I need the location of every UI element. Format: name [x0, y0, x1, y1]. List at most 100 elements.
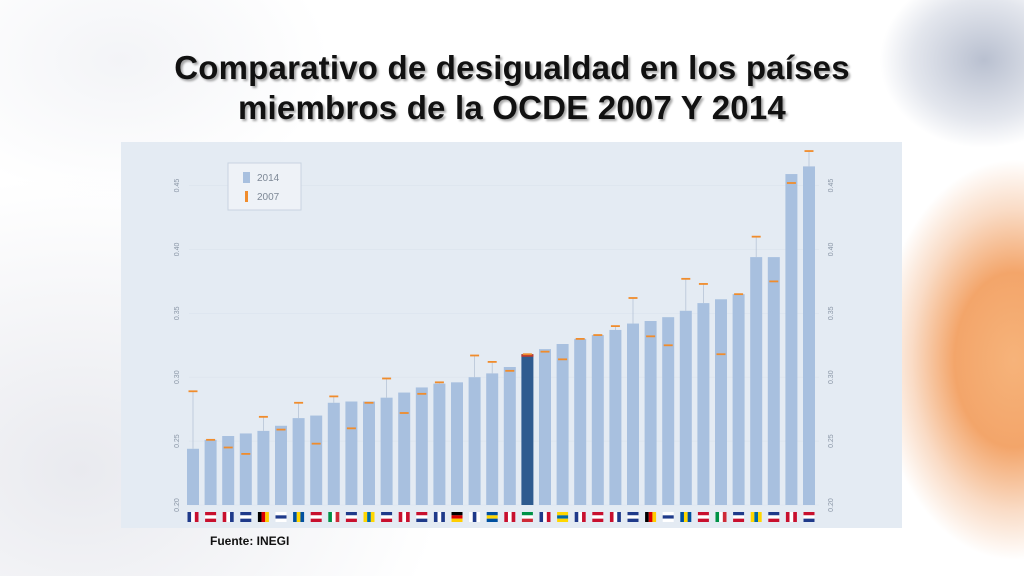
- legend: 2014 2007: [227, 162, 302, 211]
- bar-highlight-cap: [521, 354, 534, 357]
- legend-label-2014: 2014: [257, 173, 280, 184]
- y-tick-label: 0.20: [828, 498, 835, 512]
- bar-2014: [803, 166, 815, 505]
- country-flag: [785, 512, 797, 522]
- country-flag: [187, 512, 199, 522]
- bar-2014: [415, 387, 428, 505]
- source-note: Fuente: INEGI: [210, 534, 290, 548]
- country-flag: [627, 512, 639, 522]
- bar-2014: [327, 402, 340, 505]
- bar-2014: [292, 418, 305, 505]
- country-flag: [469, 512, 481, 522]
- bar-2014: [556, 344, 569, 505]
- bar-2014: [750, 257, 763, 505]
- bar-2014: [539, 349, 551, 505]
- country-flag: [433, 512, 445, 522]
- country-flags: [187, 512, 815, 522]
- bar-2014: [275, 425, 287, 505]
- country-flag: [680, 512, 692, 522]
- chart-svg: 0.20 0.25 0.30 0.35 0.40 0.45 0.20 0.25 0.30 0.3…: [174, 150, 835, 522]
- y-tick-label: 0.40: [174, 243, 181, 257]
- country-flag: [257, 512, 269, 522]
- bar-2014: [627, 323, 639, 505]
- y-tick-label: 0.35: [828, 306, 835, 320]
- y-axis-left: 0.20 0.25 0.30 0.35 0.40 0.45: [174, 179, 181, 512]
- y-tick-label: 0.25: [828, 434, 835, 448]
- country-flag: [310, 512, 322, 522]
- bar-2014: [644, 321, 657, 505]
- legend-box: [227, 162, 302, 211]
- bar-2014: [222, 436, 235, 505]
- country-flag: [750, 512, 762, 522]
- legend-swatch-2007: [245, 191, 248, 202]
- country-flag: [345, 512, 357, 522]
- country-flag: [504, 512, 516, 522]
- country-flag: [645, 512, 657, 522]
- bar-2014: [732, 294, 745, 505]
- country-flag: [398, 512, 410, 522]
- country-flag: [451, 512, 463, 522]
- bar-2014: [609, 329, 622, 505]
- bar-2014: [503, 367, 516, 505]
- country-flag: [609, 512, 621, 522]
- bar-2014: [679, 310, 692, 505]
- country-flag: [363, 512, 375, 522]
- markers-2007: [188, 150, 814, 455]
- country-flag: [486, 512, 498, 522]
- y-tick-label: 0.45: [828, 179, 835, 193]
- y-tick-label: 0.35: [174, 306, 181, 320]
- country-flag: [521, 512, 533, 522]
- bar-2014: [486, 373, 499, 505]
- bar-2014: [257, 430, 270, 505]
- bar-2014: [433, 383, 446, 505]
- y-tick-label: 0.40: [828, 243, 835, 257]
- bar-2014: [662, 317, 675, 505]
- bar-2014: [574, 338, 587, 505]
- country-flag: [275, 512, 287, 522]
- bar-chart: 0.20 0.25 0.30 0.35 0.40 0.45 0.20 0.25 0.30 0.3…: [121, 142, 902, 528]
- bar-2014: [591, 335, 604, 505]
- country-flag: [592, 512, 604, 522]
- legend-label-2007: 2007: [257, 192, 280, 203]
- bar-2014: [767, 257, 780, 505]
- country-flag: [328, 512, 340, 522]
- bar-2014: [785, 174, 798, 506]
- bar-2014: [310, 415, 323, 505]
- bar-2014: [345, 401, 358, 505]
- slide-title: Comparativo de desigualdad en los países…: [174, 49, 850, 126]
- bar-2014: [398, 392, 411, 505]
- bar-2014: [204, 439, 217, 505]
- country-flag: [205, 512, 217, 522]
- country-flag: [803, 512, 815, 522]
- y-axis-right: 0.20 0.25 0.30 0.35 0.40 0.45: [828, 179, 835, 512]
- country-flag: [293, 512, 305, 522]
- y-tick-label: 0.45: [174, 179, 181, 193]
- bar-2014: [521, 354, 534, 505]
- bars-2014: [187, 166, 815, 506]
- country-flag: [768, 512, 780, 522]
- y-tick-label: 0.30: [828, 370, 835, 384]
- y-tick-label: 0.30: [174, 370, 181, 384]
- country-flag: [222, 512, 234, 522]
- bar-2014: [363, 401, 375, 505]
- bar-2014: [451, 382, 463, 505]
- bar-2014: [697, 303, 710, 505]
- bar-2014: [468, 377, 481, 505]
- country-flag: [240, 512, 252, 522]
- bar-2014: [239, 433, 252, 505]
- country-flag: [697, 512, 709, 522]
- bar-2014: [715, 299, 727, 505]
- country-flag: [715, 512, 727, 522]
- bar-2014: [187, 448, 199, 505]
- y-tick-label: 0.20: [174, 498, 181, 512]
- country-flag: [662, 512, 674, 522]
- country-flag: [557, 512, 569, 522]
- country-flag: [733, 512, 745, 522]
- country-flag: [416, 512, 428, 522]
- legend-swatch-2014: [243, 172, 250, 183]
- country-flag: [539, 512, 551, 522]
- country-flag: [381, 512, 393, 522]
- y-tick-label: 0.25: [174, 434, 181, 448]
- bar-2014: [380, 397, 393, 505]
- country-flag: [574, 512, 586, 522]
